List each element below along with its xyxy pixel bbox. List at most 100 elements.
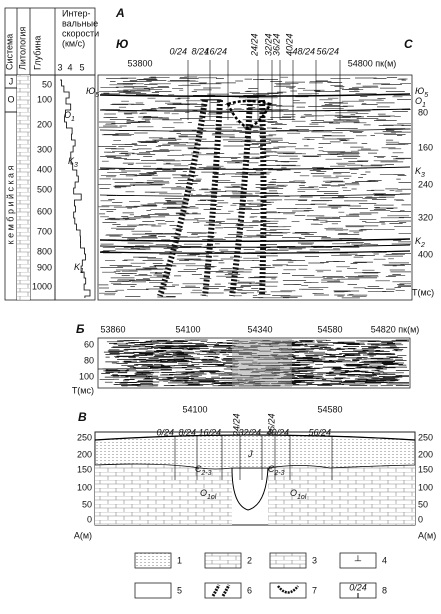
legend-swatch: [204, 582, 242, 599]
velocity-log: [60, 79, 91, 298]
velocity-header: вальные: [62, 18, 98, 28]
time-label: 160: [418, 142, 433, 152]
axis-label: А(м): [418, 530, 436, 540]
legend-number: 6: [247, 585, 252, 595]
axis-label: А(м): [74, 530, 92, 540]
unit-label: Є2-3: [268, 464, 285, 476]
marker-label: 8/24: [191, 46, 209, 56]
legend-swatch: [204, 552, 242, 569]
picket: 54340: [247, 324, 272, 334]
elevation-label: 250: [77, 432, 92, 442]
noise-band: [232, 338, 292, 388]
legend-number: 4: [382, 555, 387, 565]
velocity-header: Интер-: [62, 8, 90, 18]
cover: [94, 434, 416, 470]
column-header: Система: [4, 34, 14, 70]
graben: [231, 467, 269, 511]
horizon: [99, 108, 411, 112]
marker-label: 36/24: [271, 33, 281, 56]
elevation-label: 0: [87, 514, 92, 524]
depth-label: 800: [37, 246, 52, 256]
marker-label: 0/24: [169, 46, 187, 56]
panel-letter: Б: [76, 322, 85, 336]
swatch-symbol: ┴: [354, 554, 362, 565]
index: 1ol: [207, 494, 217, 501]
index: 5: [95, 92, 99, 99]
marker-label: 48/24: [292, 46, 315, 56]
picket: 54800 пк(м): [348, 58, 397, 68]
horizon-label: Ю5: [415, 86, 428, 98]
legend-number: 2: [247, 555, 252, 565]
time-label: 60: [84, 339, 94, 349]
elevation-label: 200: [77, 449, 92, 459]
marker-label: 8/24: [178, 427, 196, 437]
unit-label: J: [247, 449, 253, 459]
base: Є: [195, 464, 202, 474]
picket: 54100: [182, 404, 207, 414]
horizon-label: K3: [415, 166, 425, 178]
marker-label: 0/24: [156, 427, 174, 437]
base: K: [415, 166, 422, 176]
depth-label: 300: [37, 144, 52, 154]
marker-label: 40/24: [284, 33, 294, 56]
velocity-tick: 4: [67, 62, 72, 72]
unit-label: Є2-3: [195, 464, 212, 476]
panel-letter: В: [78, 410, 87, 424]
marker-label: 16/24: [204, 46, 227, 56]
system-label: O: [7, 94, 14, 104]
depth-label: 500: [37, 184, 52, 194]
marker-label: 16/24: [198, 427, 221, 437]
elevation-label: 50: [82, 499, 92, 509]
time-label: 400: [418, 249, 433, 259]
base: O: [415, 96, 422, 106]
index: 1ol: [297, 494, 307, 501]
marker-label: 56/24: [308, 427, 331, 437]
marker-label: 24/24: [249, 33, 259, 57]
velocity-tick: 5: [79, 62, 84, 72]
legend-swatch: [339, 552, 377, 569]
base: J: [247, 449, 253, 459]
base: O: [290, 488, 297, 498]
elevation-label: 0: [418, 514, 423, 524]
horizon-label: O1: [415, 96, 426, 108]
legend-swatch: [269, 582, 307, 599]
time-label: 80: [418, 107, 428, 117]
picket: 53800: [127, 58, 152, 68]
horizon-label: K3: [68, 156, 78, 168]
horizon: [99, 166, 411, 170]
unit-label: O1ol: [290, 488, 307, 500]
panel-letter: А: [115, 6, 125, 20]
marker-label: 56/24: [316, 46, 339, 56]
marker-label: 40/24: [266, 427, 289, 437]
base: Ю: [415, 86, 424, 96]
time-label: 80: [84, 355, 94, 365]
marker-label: 24/24: [231, 413, 241, 437]
velocity-header: скорости: [62, 28, 99, 38]
elevation-label: 250: [418, 432, 433, 442]
picket: 54100: [175, 324, 200, 334]
legend-number: 7: [312, 585, 317, 595]
index: 1: [71, 116, 75, 123]
unit-label: O1ol: [200, 488, 217, 500]
legend-number: 8: [382, 585, 387, 595]
surface: [94, 434, 416, 441]
index: 2-3: [273, 470, 284, 477]
horizon: [99, 193, 411, 197]
fault-zone: [229, 99, 253, 297]
decoration: ┴: [4, 7, 416, 599]
direction: С: [404, 37, 413, 51]
depth-label: 1000: [32, 281, 52, 291]
base: Ю: [86, 86, 95, 96]
system-label: к е м б р и й с к а я: [5, 166, 15, 245]
index: 2-3: [200, 470, 211, 477]
picket: 54820 пк(м): [371, 324, 420, 334]
index: 2: [420, 242, 425, 249]
base: Є: [268, 464, 275, 474]
seismic-reflections: [98, 76, 411, 299]
fault-zone: [259, 99, 267, 297]
elevation-label: 200: [418, 449, 433, 459]
swatch-dome: [277, 585, 299, 594]
horizon: [99, 250, 411, 254]
marker-label: 36/24: [266, 413, 276, 436]
